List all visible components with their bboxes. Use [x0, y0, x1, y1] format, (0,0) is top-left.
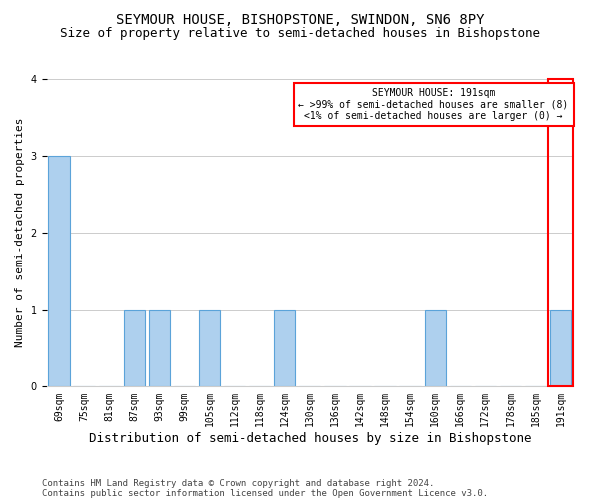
Text: SEYMOUR HOUSE, BISHOPSTONE, SWINDON, SN6 8PY: SEYMOUR HOUSE, BISHOPSTONE, SWINDON, SN6… — [116, 12, 484, 26]
Bar — [548, 79, 573, 386]
X-axis label: Distribution of semi-detached houses by size in Bishopstone: Distribution of semi-detached houses by … — [89, 432, 531, 445]
Bar — [124, 310, 145, 386]
Bar — [149, 310, 170, 386]
Bar — [425, 310, 446, 386]
Text: Contains HM Land Registry data © Crown copyright and database right 2024.: Contains HM Land Registry data © Crown c… — [42, 478, 434, 488]
Bar — [550, 310, 571, 386]
Text: SEYMOUR HOUSE: 191sqm
← >99% of semi-detached houses are smaller (8)
<1% of semi: SEYMOUR HOUSE: 191sqm ← >99% of semi-det… — [298, 88, 569, 122]
Bar — [274, 310, 295, 386]
Bar — [49, 156, 70, 386]
Text: Contains public sector information licensed under the Open Government Licence v3: Contains public sector information licen… — [42, 488, 488, 498]
Bar — [199, 310, 220, 386]
Text: Size of property relative to semi-detached houses in Bishopstone: Size of property relative to semi-detach… — [60, 28, 540, 40]
Y-axis label: Number of semi-detached properties: Number of semi-detached properties — [15, 118, 25, 348]
